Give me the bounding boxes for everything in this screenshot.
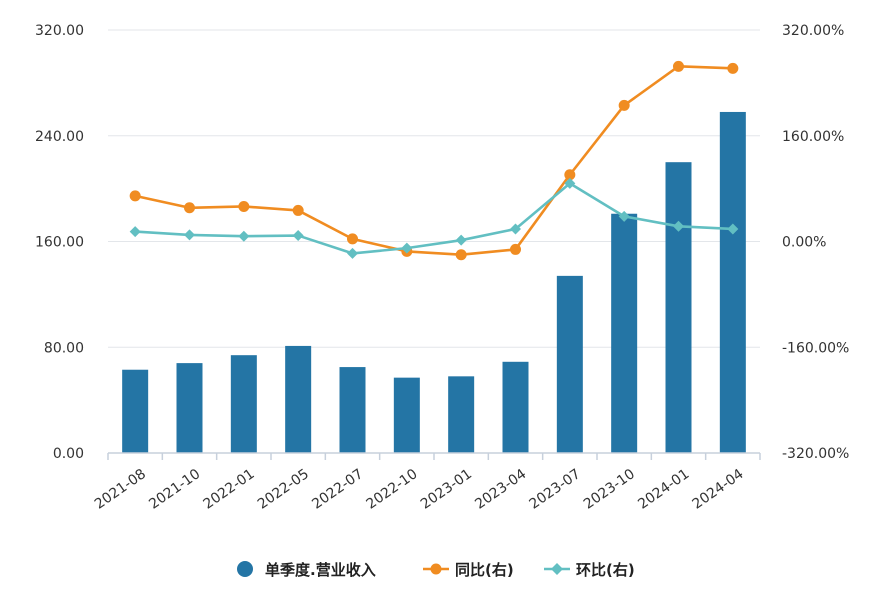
line-point: [727, 223, 739, 235]
legend-marker: [237, 561, 253, 577]
bar: [719, 111, 746, 454]
series-line: [135, 182, 733, 255]
line-point: [564, 177, 576, 189]
legend-label: 单季度.营业收入: [265, 561, 376, 579]
line-point: [727, 62, 739, 74]
line-point: [455, 249, 467, 261]
bar: [502, 361, 529, 453]
bar-series: [122, 111, 746, 454]
y-right-tick-label: 160.00%: [782, 129, 844, 145]
line-series: [129, 60, 739, 261]
x-tick-label: 2023-01: [418, 466, 475, 513]
legend[interactable]: 单季度.营业收入 同比(右) 环比(右): [237, 561, 635, 579]
gridlines: [108, 29, 760, 348]
legend-label: 环比(右): [576, 561, 635, 579]
line-point: [673, 60, 684, 72]
line-point: [292, 230, 304, 242]
bar: [122, 369, 149, 453]
line-point: [238, 200, 250, 212]
x-tick-label: 2021-08: [92, 466, 149, 513]
line-point: [184, 202, 195, 214]
x-tick-label: 2023-07: [527, 466, 584, 513]
bar: [339, 367, 366, 453]
line-point: [347, 247, 358, 259]
bar: [285, 345, 312, 453]
x-tick-label: 2022-01: [201, 466, 258, 513]
y-left-tick-label: 320.00: [35, 23, 84, 39]
x-tick-label: 2024-01: [635, 466, 692, 513]
line-point: [401, 242, 413, 254]
y-left-tick-label: 80.00: [44, 340, 84, 356]
x-tick-label: 2022-07: [309, 466, 366, 513]
bar: [230, 355, 257, 453]
x-tick-label: 2024-04: [690, 466, 747, 513]
line-point: [564, 169, 576, 181]
line-point: [510, 243, 521, 255]
bar: [665, 162, 692, 453]
y-right-tick-label: -160.00%: [782, 340, 849, 356]
line-point: [510, 223, 521, 235]
x-tick-label: 2022-05: [255, 466, 312, 513]
series-line: [134, 65, 733, 257]
x-tick-label: 2023-04: [472, 466, 529, 513]
y-right-tick-label: 0.00%: [782, 235, 826, 251]
legend-marker: [551, 563, 563, 575]
legend-label: 同比(右): [455, 561, 514, 579]
bar: [611, 213, 638, 453]
line-point: [129, 226, 141, 238]
line-point: [618, 99, 630, 111]
y-left-tick-label: 0.00: [53, 446, 84, 462]
bar: [176, 363, 203, 453]
line-point: [129, 190, 141, 202]
line-point: [347, 233, 358, 245]
legend-marker: [430, 563, 442, 575]
line-point: [673, 220, 684, 232]
bar: [556, 275, 583, 453]
x-tick-label: 2023-10: [581, 466, 638, 513]
bar: [448, 376, 475, 453]
x-tick-label: 2021-10: [146, 466, 203, 513]
y-right-tick-label: 320.00%: [782, 23, 844, 39]
x-tick-label: 2022-10: [364, 466, 421, 513]
line-point: [455, 234, 467, 246]
line-point: [184, 229, 195, 241]
y-right-tick-label: -320.00%: [782, 446, 849, 462]
line-point: [618, 210, 630, 222]
y-left-tick-label: 240.00: [35, 129, 84, 145]
line-point: [238, 230, 250, 242]
bar: [393, 377, 420, 453]
y-left-tick-label: 160.00: [35, 235, 84, 251]
line-point: [292, 204, 304, 216]
